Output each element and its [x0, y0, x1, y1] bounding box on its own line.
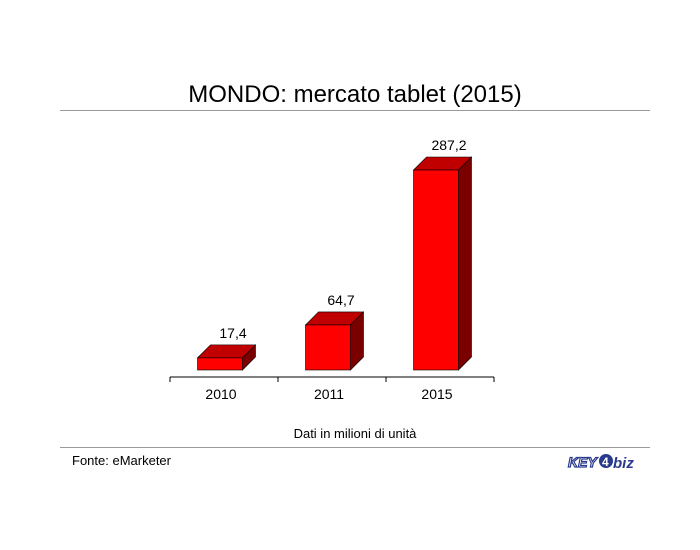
x-tick-label: 2010: [205, 386, 236, 402]
x-axis-labels: 17,4 2010 64,7 2011 287,2 2015: [205, 137, 466, 402]
title-divider: [60, 110, 650, 111]
key4biz-logo: KEY 4 biz: [567, 453, 634, 472]
bar-2011: [304, 311, 365, 371]
bar-front-face: [305, 324, 351, 371]
bar-2015: [412, 156, 473, 371]
data-label: 64,7: [327, 292, 354, 308]
data-label: 287,2: [431, 137, 466, 153]
data-label: 17,4: [219, 325, 246, 341]
x-axis-ticks: [169, 377, 495, 382]
source-note: Fonte: eMarketer: [72, 453, 171, 468]
bar-2010: [196, 344, 257, 371]
svg-text:4: 4: [602, 455, 609, 469]
chart-title: MONDO: mercato tablet (2015): [188, 81, 522, 108]
footer-divider: [60, 447, 650, 448]
x-tick-label: 2015: [421, 386, 452, 402]
svg-text:KEY: KEY: [568, 454, 598, 470]
svg-text:biz: biz: [613, 455, 634, 472]
bar-front-face: [413, 169, 459, 371]
bars-group: [196, 156, 473, 371]
x-tick-label: 2011: [314, 386, 344, 402]
units-caption: Dati in milioni di unità: [293, 426, 417, 441]
bar-side-face: [458, 156, 472, 371]
bar-front-face: [197, 357, 243, 371]
